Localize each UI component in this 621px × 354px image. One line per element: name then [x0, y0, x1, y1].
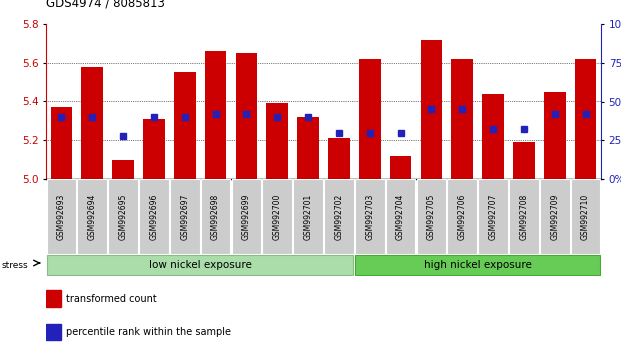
Bar [266, 103, 288, 179]
Text: GSM992705: GSM992705 [427, 193, 436, 240]
Bar [417, 179, 446, 254]
Bar [571, 179, 601, 254]
Bar [540, 179, 569, 254]
Bar [448, 179, 477, 254]
Bar [112, 160, 134, 179]
Text: transformed count: transformed count [66, 293, 157, 303]
Bar [575, 59, 596, 179]
Bar [359, 59, 381, 179]
Bar [232, 179, 261, 254]
Bar [297, 117, 319, 179]
Bar [205, 51, 227, 179]
Text: GSM992706: GSM992706 [458, 193, 467, 240]
Text: GSM992704: GSM992704 [396, 193, 405, 240]
Bar [46, 290, 61, 307]
Text: GSM992708: GSM992708 [519, 193, 528, 240]
Text: GSM992702: GSM992702 [335, 193, 343, 240]
Bar [420, 40, 442, 179]
Text: stress: stress [1, 261, 28, 269]
Text: GSM992701: GSM992701 [304, 193, 312, 240]
Bar [386, 179, 415, 254]
Text: GSM992695: GSM992695 [119, 193, 127, 240]
Bar [47, 179, 76, 254]
Bar [355, 179, 384, 254]
Bar [139, 179, 169, 254]
Bar [328, 138, 350, 179]
Bar [46, 324, 61, 340]
Bar [78, 179, 107, 254]
Text: GSM992694: GSM992694 [88, 193, 97, 240]
Bar [81, 67, 103, 179]
Bar [47, 255, 353, 275]
Text: GSM992697: GSM992697 [180, 193, 189, 240]
Bar [51, 107, 72, 179]
Bar [478, 179, 508, 254]
Bar [170, 179, 199, 254]
Bar [355, 255, 601, 275]
Bar [513, 142, 535, 179]
Text: GSM992703: GSM992703 [365, 193, 374, 240]
Text: percentile rank within the sample: percentile rank within the sample [66, 327, 232, 337]
Bar [483, 94, 504, 179]
Bar [263, 179, 292, 254]
Bar [235, 53, 257, 179]
Text: low nickel exposure: low nickel exposure [148, 260, 252, 270]
Text: GSM992698: GSM992698 [211, 193, 220, 240]
Text: GDS4974 / 8085813: GDS4974 / 8085813 [46, 0, 165, 10]
Text: high nickel exposure: high nickel exposure [424, 260, 532, 270]
Text: GSM992699: GSM992699 [242, 193, 251, 240]
Text: GSM992710: GSM992710 [581, 193, 590, 240]
Bar [108, 179, 138, 254]
Bar [451, 59, 473, 179]
Text: GSM992709: GSM992709 [550, 193, 560, 240]
Bar [544, 92, 566, 179]
Bar [143, 119, 165, 179]
Text: GSM992700: GSM992700 [273, 193, 282, 240]
Bar [174, 73, 196, 179]
Bar [390, 156, 411, 179]
Bar [324, 179, 354, 254]
Text: GSM992707: GSM992707 [489, 193, 497, 240]
Text: GSM992693: GSM992693 [57, 193, 66, 240]
Bar [509, 179, 538, 254]
Text: GSM992696: GSM992696 [150, 193, 158, 240]
Bar [293, 179, 323, 254]
Bar [201, 179, 230, 254]
